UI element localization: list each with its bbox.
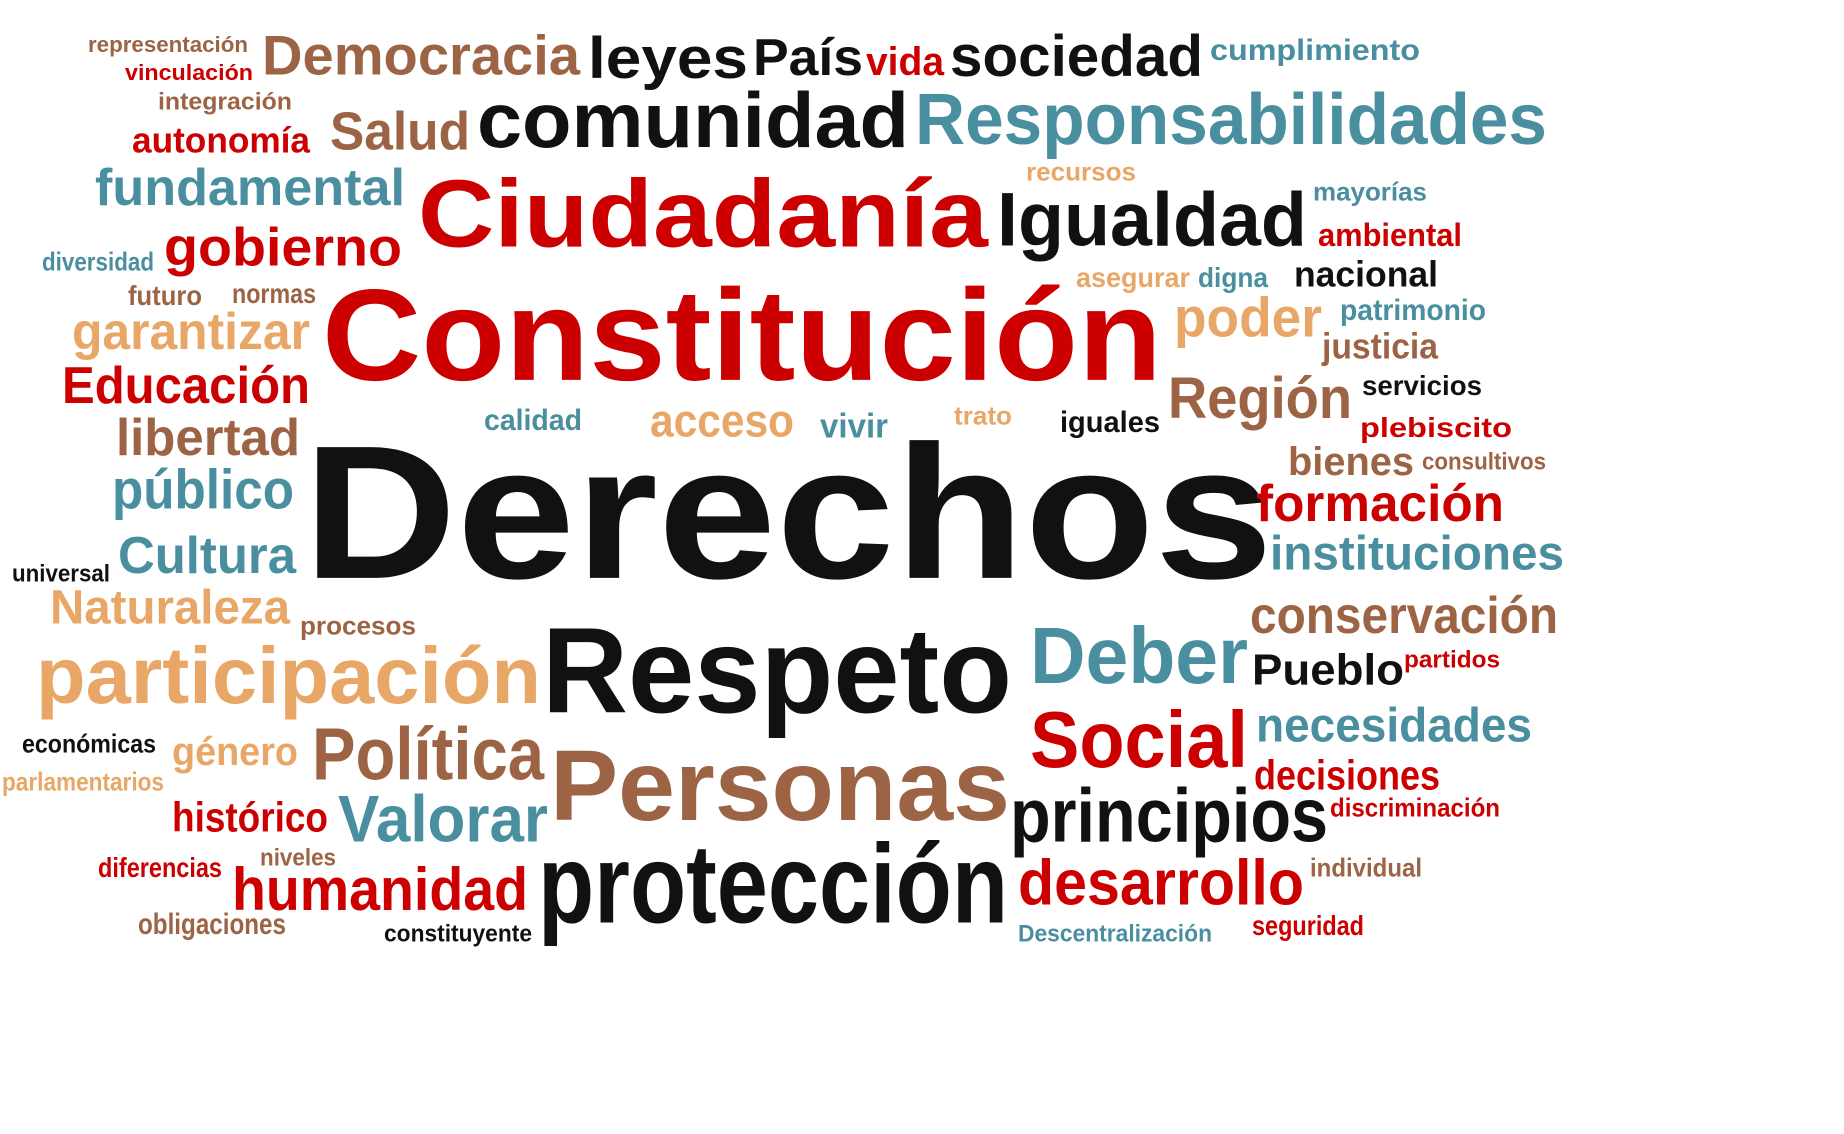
- word-plebiscito: plebiscito: [1360, 412, 1512, 444]
- word-principios: principios: [1010, 773, 1328, 859]
- word-responsabilidades: Responsabilidades: [915, 79, 1547, 160]
- word-cultura: Cultura: [118, 526, 296, 585]
- word-libertad: libertad: [116, 408, 300, 467]
- word-discriminacion: discriminación: [1330, 794, 1500, 823]
- word-historico: histórico: [172, 793, 328, 841]
- word-region: Región: [1168, 365, 1352, 431]
- word-representacion: representación: [88, 33, 248, 58]
- word-diversidad: diversidad: [42, 248, 154, 277]
- word-fundamental: fundamental: [95, 158, 405, 217]
- word-instituciones: instituciones: [1270, 526, 1564, 580]
- word-gobierno: gobierno: [164, 216, 402, 278]
- word-obligaciones: obligaciones: [138, 908, 286, 942]
- word-sociedad: sociedad: [950, 23, 1203, 89]
- word-consultivos: consultivos: [1422, 448, 1546, 476]
- word-asegurar: asegurar: [1076, 262, 1190, 294]
- word-iguales: iguales: [1060, 406, 1160, 440]
- word-patrimonio: patrimonio: [1340, 294, 1486, 328]
- word-personas: Personas: [550, 729, 1010, 842]
- word-normas: normas: [232, 278, 316, 310]
- word-proteccion: protección: [538, 820, 1008, 947]
- word-necesidades: necesidades: [1256, 698, 1532, 752]
- word-calidad: calidad: [484, 404, 582, 438]
- word-digna: digna: [1198, 262, 1268, 294]
- word-cumplimiento: cumplimiento: [1210, 34, 1420, 68]
- word-universal: universal: [12, 560, 110, 588]
- word-comunidad: comunidad: [477, 76, 909, 165]
- word-democracia: Democracia: [262, 24, 580, 87]
- word-valorar: Valorar: [338, 781, 548, 856]
- word-salud: Salud: [330, 100, 470, 162]
- word-recursos: recursos: [1026, 158, 1136, 187]
- word-humanidad: humanidad: [232, 856, 528, 924]
- word-participacion: participación: [36, 630, 541, 720]
- word-vida: vida: [866, 39, 944, 84]
- word-naturaleza: Naturaleza: [50, 580, 290, 634]
- word-leyes: leyes: [588, 25, 748, 91]
- word-descentralizacion: Descentralización: [1018, 920, 1212, 948]
- word-derechos: Derechos: [303, 406, 1273, 619]
- word-justicia: justicia: [1322, 325, 1438, 367]
- word-niveles: niveles: [260, 844, 336, 872]
- word-garantizar: garantizar: [72, 302, 310, 361]
- word-deber: Deber: [1030, 610, 1248, 700]
- word-igualdad: Igualdad: [997, 177, 1307, 263]
- word-partidos: partidos: [1404, 646, 1500, 674]
- word-vinculacion: vinculación: [125, 61, 253, 86]
- word-social: Social: [1030, 694, 1248, 784]
- word-parlamentarios: parlamentarios: [2, 768, 164, 797]
- word-autonomia: autonomía: [132, 119, 310, 161]
- word-ambiental: ambiental: [1318, 217, 1462, 254]
- word-mayorias: mayorías: [1313, 178, 1427, 207]
- word-bienes: bienes: [1288, 439, 1414, 484]
- word-pueblo: Pueblo: [1252, 645, 1404, 695]
- word-vivir: vivir: [820, 408, 888, 446]
- word-publico: público: [112, 458, 294, 521]
- word-pais: País: [753, 28, 863, 87]
- word-acceso: acceso: [650, 394, 794, 447]
- word-constituyente: constituyente: [384, 920, 532, 948]
- word-respeto: Respeto: [542, 601, 1012, 739]
- word-individual: individual: [1310, 854, 1422, 883]
- word-nacional: nacional: [1294, 253, 1438, 295]
- word-politica: Política: [312, 712, 544, 796]
- word-poder: poder: [1174, 286, 1322, 349]
- word-integracion: integración: [158, 88, 292, 116]
- word-ciudadania: Ciudadanía: [418, 159, 988, 267]
- word-servicios: servicios: [1362, 370, 1482, 402]
- word-decisiones: decisiones: [1254, 751, 1440, 799]
- word-diferencias: diferencias: [98, 852, 222, 884]
- word-genero: género: [172, 729, 298, 774]
- word-procesos: procesos: [300, 612, 416, 641]
- word-economicas: económicas: [22, 730, 156, 759]
- word-futuro: futuro: [128, 280, 202, 312]
- word-constitucion: Constitución: [322, 261, 1162, 408]
- word-desarrollo: desarrollo: [1018, 847, 1304, 919]
- word-formacion: formación: [1256, 474, 1504, 533]
- word-seguridad: seguridad: [1252, 910, 1364, 942]
- word-educacion: Educación: [62, 356, 310, 415]
- word-conservacion: conservación: [1250, 586, 1558, 645]
- word-trato: trato: [954, 402, 1012, 431]
